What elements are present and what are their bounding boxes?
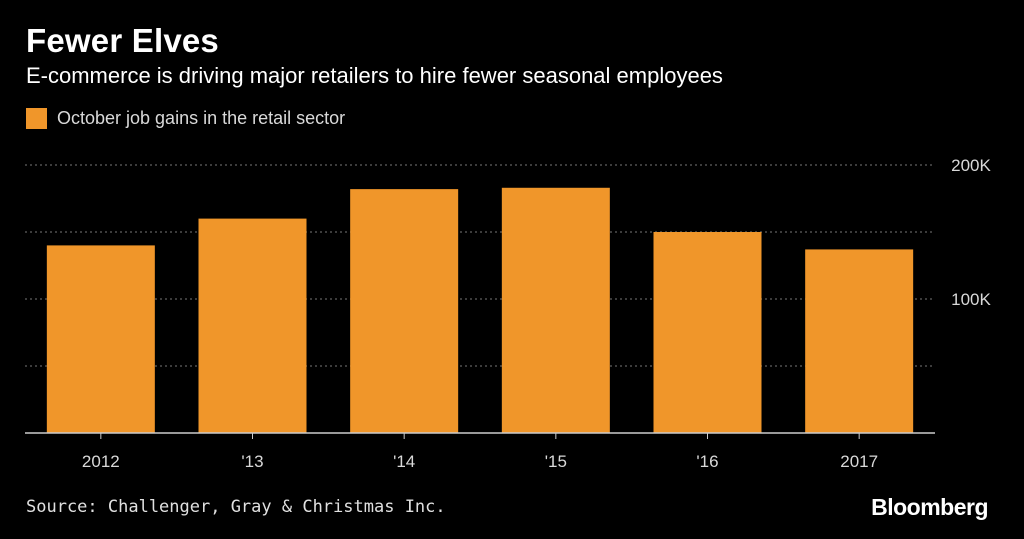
legend: October job gains in the retail sector: [26, 108, 345, 129]
y-tick-label: 200K: [951, 156, 991, 175]
x-tick-label: '14: [393, 452, 415, 471]
chart-title: Fewer Elves: [26, 22, 219, 59]
bar: [350, 189, 459, 433]
y-tick-label: 100K: [951, 290, 991, 309]
bar: [46, 245, 155, 433]
x-tick-label: 2017: [840, 452, 878, 471]
bar: [653, 232, 762, 433]
x-tick-label: '16: [696, 452, 718, 471]
bloomberg-logo: Bloomberg: [871, 494, 988, 520]
chart-subtitle: E-commerce is driving major retailers to…: [26, 63, 723, 88]
bar: [501, 187, 610, 433]
x-tick-label: '13: [241, 452, 263, 471]
legend-swatch: [26, 108, 47, 129]
legend-label: October job gains in the retail sector: [57, 108, 346, 128]
x-tick-label: '15: [545, 452, 567, 471]
bar: [198, 218, 307, 433]
bar: [805, 249, 914, 433]
x-tick-label: 2012: [82, 452, 120, 471]
source-note: Source: Challenger, Gray & Christmas Inc…: [26, 497, 446, 517]
